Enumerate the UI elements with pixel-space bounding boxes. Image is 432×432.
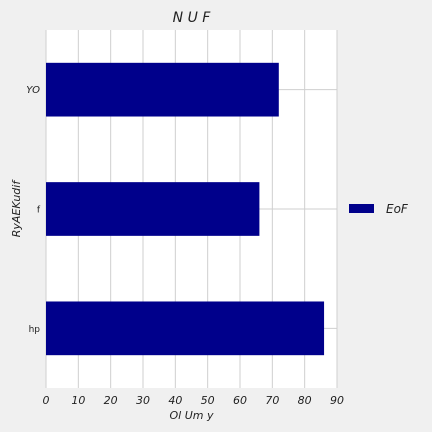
x-tick-label: 40 — [168, 394, 182, 407]
bar-f — [46, 182, 260, 236]
x-tick-label: 90 — [330, 394, 344, 407]
legend-swatch — [349, 204, 374, 213]
x-tick-label: 0 — [43, 394, 50, 407]
x-tick-label: 20 — [104, 394, 118, 407]
x-tick-label: 50 — [201, 394, 215, 407]
x-tick-label: 60 — [233, 394, 247, 407]
legend-label: EoF — [386, 202, 409, 216]
legend: EoF — [349, 202, 409, 216]
y-axis-label: RyAEKudif — [10, 179, 23, 238]
x-ticks: 0 10 20 30 40 50 60 70 80 90 — [43, 394, 345, 407]
bar-hp — [46, 301, 325, 356]
x-tick-label: 80 — [298, 394, 312, 407]
x-tick-label: 70 — [265, 394, 279, 407]
y-ticks: YO f hp — [26, 85, 41, 335]
chart-title: N U F — [173, 10, 212, 26]
y-tick-label: f — [37, 206, 41, 216]
x-axis-label: Ol Um y — [170, 409, 214, 422]
y-tick-label: hp — [29, 325, 41, 335]
y-tick-label: YO — [26, 85, 40, 96]
x-tick-label: 30 — [136, 394, 150, 407]
bars — [46, 62, 325, 356]
x-tick-label: 10 — [71, 394, 85, 407]
bar-YO — [46, 62, 279, 117]
